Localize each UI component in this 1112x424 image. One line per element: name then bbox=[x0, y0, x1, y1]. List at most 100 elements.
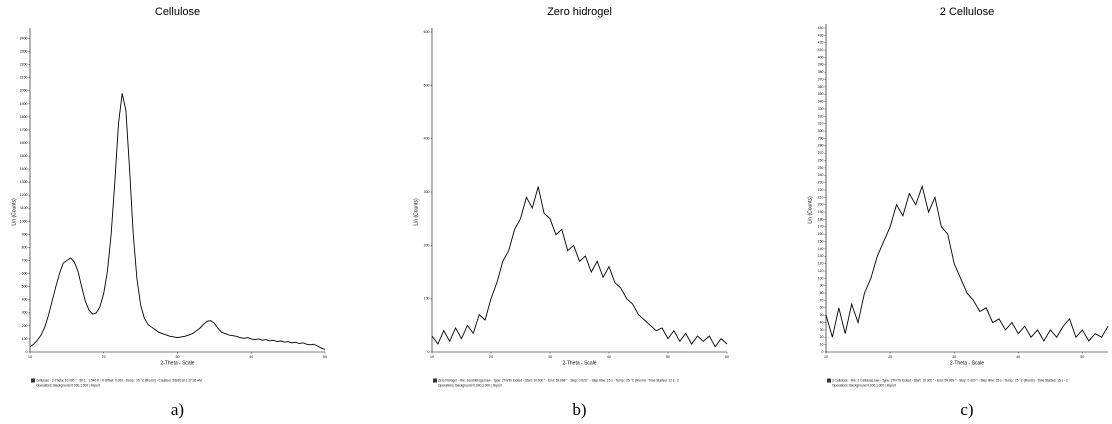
x-tick-label: 60 bbox=[725, 355, 729, 359]
y-tick-label: 180 bbox=[818, 217, 824, 221]
y-tick-label: 1500 bbox=[20, 154, 28, 158]
y-tick-label: 1700 bbox=[20, 128, 28, 132]
x-tick-label: 40 bbox=[607, 355, 611, 359]
x-tick-label: 10 bbox=[430, 355, 434, 359]
y-tick-label: 360 bbox=[818, 85, 824, 89]
y-tick-label: 390 bbox=[818, 63, 824, 67]
y-tick-label: 400 bbox=[818, 55, 824, 59]
y-tick-label: 1400 bbox=[20, 167, 28, 171]
data-line bbox=[825, 184, 1109, 342]
x-tick-label: 30 bbox=[176, 355, 180, 359]
y-tick-label: 200 bbox=[22, 324, 28, 328]
y-tick-label: 10 bbox=[820, 343, 824, 347]
footer-note: Operations: Background 0.000,1.000 | Imp… bbox=[832, 383, 896, 387]
chart-title: Cellulose bbox=[155, 6, 200, 18]
x-tick-label: 40 bbox=[1016, 355, 1020, 359]
data-line bbox=[29, 93, 326, 350]
y-tick-label: 200 bbox=[424, 243, 430, 247]
x-tick-label: 10 bbox=[824, 355, 828, 359]
y-tick-label: 600 bbox=[424, 30, 430, 34]
y-tick-label: 440 bbox=[818, 26, 824, 30]
y-tick-label: 1800 bbox=[20, 115, 28, 119]
footer-note: 2 Cellulose - File: 2 Cellulose.raw - Ty… bbox=[832, 378, 1068, 382]
x-tick-label: 30 bbox=[548, 355, 552, 359]
y-tick-label: 380 bbox=[818, 70, 824, 74]
y-tick-label: 270 bbox=[818, 151, 824, 155]
y-tick-label: 170 bbox=[818, 225, 824, 229]
y-tick-label: 290 bbox=[818, 136, 824, 140]
x-axis-label: 2-Theta - Scale bbox=[160, 360, 194, 366]
x-tick-label: 40 bbox=[249, 355, 253, 359]
y-tick-label: 110 bbox=[818, 269, 824, 273]
y-tick-label: 1100 bbox=[20, 206, 28, 210]
y-tick-label: 900 bbox=[22, 232, 28, 236]
y-tick-label: 50 bbox=[820, 313, 824, 317]
chart-title: Zero hidrogel bbox=[547, 6, 612, 18]
y-tick-label: 70 bbox=[820, 298, 824, 302]
panel-caption: a) bbox=[171, 400, 184, 419]
y-tick-label: 300 bbox=[424, 190, 430, 194]
x-tick-label: 50 bbox=[1080, 355, 1084, 359]
y-tick-label: 2000 bbox=[20, 89, 28, 93]
y-tick-label: 80 bbox=[820, 291, 824, 295]
y-tick-label: 320 bbox=[818, 114, 824, 118]
y-tick-label: 250 bbox=[818, 166, 824, 170]
footer-note: Operations: Background 0.000,1.000 | Imp… bbox=[438, 383, 502, 387]
y-tick-label: 1300 bbox=[20, 180, 28, 184]
y-tick-label: 2100 bbox=[20, 76, 28, 80]
panel-caption: b) bbox=[572, 400, 586, 419]
y-tick-label: 2300 bbox=[20, 50, 28, 54]
y-tick-label: 800 bbox=[22, 245, 28, 249]
y-tick-label: 2200 bbox=[20, 63, 28, 67]
y-tick-label: 700 bbox=[22, 258, 28, 262]
y-tick-label: 310 bbox=[818, 122, 824, 126]
x-tick-label: 20 bbox=[102, 355, 106, 359]
y-tick-label: 160 bbox=[818, 232, 824, 236]
panel-caption: c) bbox=[960, 400, 973, 419]
y-tick-label: 120 bbox=[818, 262, 824, 266]
y-tick-label: 1000 bbox=[20, 219, 28, 223]
y-tick-label: 420 bbox=[818, 41, 824, 45]
y-tick-label: 100 bbox=[424, 297, 430, 301]
y-axis-label: Lin (Counts) bbox=[11, 198, 17, 226]
y-tick-label: 280 bbox=[818, 144, 824, 148]
y-tick-label: 1900 bbox=[20, 102, 28, 106]
y-tick-label: 0 bbox=[822, 350, 824, 354]
chart-title: 2 Cellulose bbox=[940, 6, 994, 18]
y-tick-label: 240 bbox=[818, 173, 824, 177]
y-tick-label: 210 bbox=[818, 195, 824, 199]
y-tick-label: 150 bbox=[818, 239, 824, 243]
y-tick-label: 2400 bbox=[20, 36, 28, 40]
x-tick-label: 20 bbox=[888, 355, 892, 359]
y-axis-label: Lin (Counts) bbox=[413, 198, 419, 226]
x-axis-label: 2-Theta - Scale bbox=[562, 360, 596, 366]
y-tick-label: 400 bbox=[424, 137, 430, 141]
y-tick-label: 40 bbox=[820, 320, 824, 324]
y-tick-label: 400 bbox=[22, 298, 28, 302]
x-tick-label: 50 bbox=[666, 355, 670, 359]
y-tick-label: 30 bbox=[820, 328, 824, 332]
footer-note: Zero hidrogel - File: Zerohidrogel.raw -… bbox=[438, 378, 679, 382]
y-tick-label: 220 bbox=[818, 188, 824, 192]
y-tick-label: 350 bbox=[818, 92, 824, 96]
x-tick-label: 10 bbox=[28, 355, 32, 359]
x-axis-label: 2-Theta - Scale bbox=[950, 360, 984, 366]
y-tick-label: 300 bbox=[22, 311, 28, 315]
y-tick-label: 500 bbox=[22, 285, 28, 289]
y-tick-label: 60 bbox=[820, 306, 824, 310]
legend-icon bbox=[31, 378, 35, 383]
footer-note: Operations: Background 0.000,1.000 | Imp… bbox=[36, 383, 100, 387]
y-tick-label: 140 bbox=[818, 247, 824, 251]
y-tick-label: 190 bbox=[818, 210, 824, 214]
y-tick-label: 500 bbox=[424, 83, 430, 87]
y-tick-label: 100 bbox=[818, 276, 824, 280]
y-tick-label: 430 bbox=[818, 33, 824, 37]
legend-icon bbox=[433, 378, 437, 383]
y-tick-label: 260 bbox=[818, 158, 824, 162]
y-axis-label: Lin (Counts) bbox=[807, 196, 813, 224]
data-line bbox=[431, 186, 728, 348]
y-tick-label: 300 bbox=[818, 129, 824, 133]
y-tick-label: 0 bbox=[26, 350, 28, 354]
y-tick-label: 230 bbox=[818, 181, 824, 185]
